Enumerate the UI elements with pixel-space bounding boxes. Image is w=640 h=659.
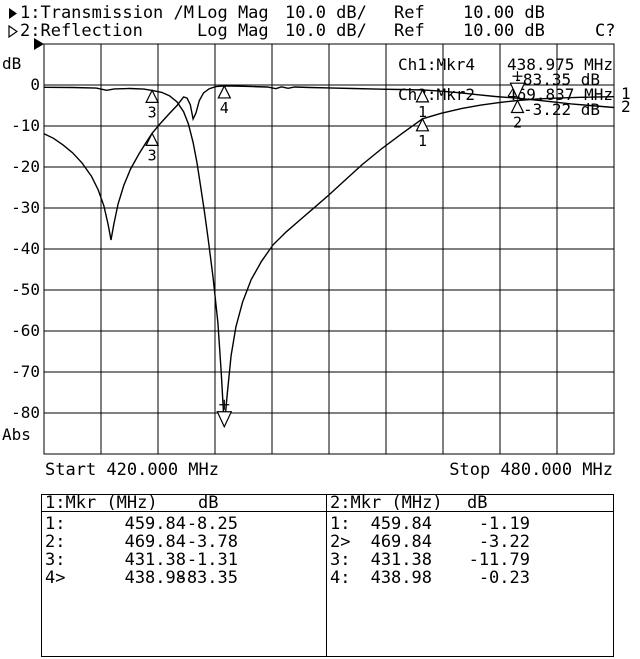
- trace-1-end-label: 1: [621, 84, 631, 103]
- marker-table-1-row-3: 3: 431.38 -1.31: [42, 552, 326, 569]
- marker-3-ch2: 3: [145, 131, 160, 164]
- marker-4-ch1-active: [216, 399, 233, 429]
- y-axis-bottom-label: Abs: [2, 425, 31, 444]
- y-axis-tick-label: -80: [11, 403, 40, 422]
- marker-table-ch1-title: 1:Mkr (MHz): [45, 493, 158, 513]
- marker-table-1-row-2: 2: 469.84 -3.78: [42, 534, 326, 551]
- marker-table-2-row-4: 4: 438.98 -0.23: [327, 570, 613, 587]
- marker-table-ch2: 2:Mkr (MHz) dB 1: 459.84 -1.19 2> 469.84 -3.2…: [327, 495, 613, 656]
- marker-number-cell: 4:: [330, 568, 351, 588]
- marker-number-cell: 1:: [330, 514, 351, 534]
- marker-table-header-rule: [42, 511, 613, 512]
- y-axis-unit-label: dB: [2, 54, 22, 73]
- marker-freq-cell: 431.38: [124, 550, 186, 570]
- marker-number-label: 4: [220, 99, 229, 117]
- y-axis-tick-label: -10: [11, 116, 40, 135]
- y-axis-tick-label: 0: [30, 75, 40, 94]
- ch2-readout-level: -3.22 dB: [522, 100, 600, 119]
- marker-freq-cell: 438.98: [370, 568, 432, 588]
- marker-db-cell: -0.23: [478, 568, 530, 588]
- marker-db-cell: -1.31: [186, 550, 238, 570]
- y-axis-tick-label: -20: [11, 157, 40, 176]
- marker-table-ch1-db-header: dB: [198, 493, 219, 513]
- marker-table-ch1: 1:Mkr (MHz) dB 1: 459.84 -8.25 2: 469.84 -3.7…: [42, 495, 326, 656]
- y-axis-tick-label: -50: [11, 280, 40, 299]
- ch2-inactive-arrow-icon: [8, 24, 19, 42]
- marker-db-cell: -1.19: [478, 514, 530, 534]
- marker-freq-cell: 459.84: [370, 514, 432, 534]
- marker-table-1-row-4: 4> 438.98 -83.35: [42, 570, 326, 587]
- ch2-cal-status: C?: [595, 21, 616, 41]
- ch1-scale-value: 10.0 dB/: [285, 3, 367, 23]
- trace-2-end-label: 2: [621, 97, 631, 116]
- marker-table-box: 1:Mkr (MHz) dB 1: 459.84 -8.25 2: 469.84 -3.7…: [41, 494, 614, 657]
- marker-number-cell: 3:: [330, 550, 351, 570]
- marker-table-2-row-2: 2> 469.84 -3.22: [327, 534, 613, 551]
- ch2-format-label: Log Mag: [197, 21, 269, 41]
- marker-number-cell: 3:: [45, 550, 66, 570]
- channel-2-header: 2:Reflection Log Mag 10.0 dB/ Ref 10.00 …: [0, 22, 640, 40]
- marker-number-label: 1: [418, 132, 427, 150]
- marker-freq-cell: 469.84: [124, 532, 186, 552]
- channel-1-header: 1:Transmission /M Log Mag 10.0 dB/ Ref 1…: [0, 4, 640, 22]
- marker-db-cell: -11.79: [468, 550, 530, 570]
- marker-table-1-row-1: 1: 459.84 -8.25: [42, 516, 326, 533]
- marker-number-label: 1: [418, 103, 427, 121]
- marker-db-cell: -8.25: [186, 514, 238, 534]
- marker-3-ch1: 3: [145, 89, 160, 121]
- ch1-format-label: Log Mag: [197, 3, 269, 23]
- marker-number-label: 3: [148, 103, 157, 121]
- ch1-measurement-label: 1:Transmission /M: [20, 3, 194, 23]
- marker-number-cell: 2:: [45, 532, 66, 552]
- marker-freq-cell: 431.38: [370, 550, 432, 570]
- ch2-scale-value: 10.0 dB/: [285, 21, 367, 41]
- marker-freq-cell: 438.98: [124, 568, 186, 588]
- marker-db-cell: -83.35: [176, 568, 238, 588]
- y-axis-tick-label: -40: [11, 239, 40, 258]
- marker-db-cell: -3.22: [478, 532, 530, 552]
- ch2-ref-label: Ref: [394, 21, 425, 41]
- marker-number-label: 3: [148, 146, 157, 164]
- marker-freq-cell: 459.84: [124, 514, 186, 534]
- ch1-ref-value: 10.00 dB: [463, 3, 545, 23]
- y-axis-tick-label: -60: [11, 321, 40, 340]
- ch2-readout-label: Ch2:Mkr2: [398, 85, 476, 104]
- marker-4-ch2: 4: [217, 84, 232, 117]
- marker-table-2-row-1: 1: 459.84 -1.19: [327, 516, 613, 533]
- x-axis-stop-label: Stop 480.000 MHz: [449, 460, 613, 480]
- y-axis-tick-label: -70: [11, 362, 40, 381]
- marker-table-2-row-3: 3: 431.38 -11.79: [327, 552, 613, 569]
- trace-1-transmission: [43, 86, 615, 427]
- marker-table-ch2-title: 2:Mkr (MHz): [330, 493, 443, 513]
- ch1-readout-label: Ch1:Mkr4: [398, 55, 476, 74]
- marker-number-cell: 1:: [45, 514, 66, 534]
- marker-number-cell: 2>: [330, 532, 351, 552]
- ch1-ref-label: Ref: [394, 3, 425, 23]
- ch1-active-arrow-icon: [8, 6, 18, 24]
- y-axis-tick-label: -30: [11, 198, 40, 217]
- marker-freq-cell: 469.84: [370, 532, 432, 552]
- marker-1-ch1: 1: [415, 117, 430, 150]
- marker-table-ch2-db-header: dB: [467, 493, 488, 513]
- ch2-measurement-label: 2:Reflection: [20, 21, 143, 41]
- x-axis-start-label: Start 420.000 MHz: [45, 460, 219, 480]
- marker-table-divider: [326, 495, 327, 656]
- marker-db-cell: -3.78: [186, 532, 238, 552]
- marker-number-cell: 4>: [45, 568, 66, 588]
- ch2-ref-value: 10.00 dB: [463, 21, 545, 41]
